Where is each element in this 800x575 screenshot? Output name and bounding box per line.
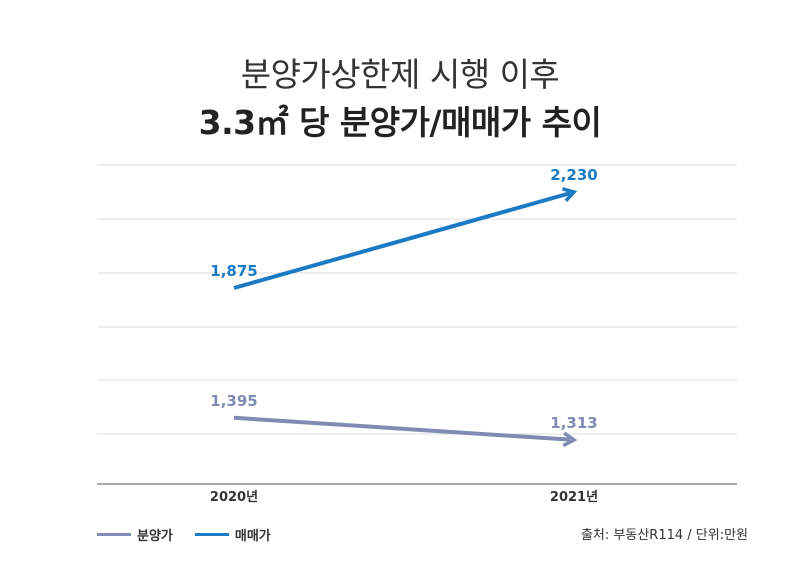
legend-swatch-presale (97, 533, 131, 536)
legend-swatch-trade (194, 533, 229, 536)
x-tick-label-0: 2020년 (210, 490, 258, 505)
source-note: 출처: 부동산R114 / 단위:만원 (580, 528, 748, 543)
legend-item-presale: 분양가 (97, 525, 173, 544)
legend: 분양가 매매가 (97, 525, 293, 544)
data-label-1-1: 2,230 (550, 166, 597, 184)
chart-subtitle: 3.3㎡ 당 분양가/매매가 추이 (198, 103, 602, 142)
data-label-0-1: 1,313 (550, 414, 597, 432)
data-label-1-0: 1,875 (210, 262, 257, 280)
legend-label-presale: 분양가 (137, 529, 173, 544)
data-label-0-0: 1,395 (210, 392, 257, 410)
series-line-1 (233, 191, 571, 290)
legend-label-trade: 매매가 (234, 529, 271, 544)
x-tick-label-1: 2021년 (550, 490, 598, 505)
legend-item-trade: 매매가 (194, 525, 271, 544)
chart-title: 분양가상한제 시행 이후 (240, 55, 560, 94)
series-line-0 (233, 415, 571, 442)
